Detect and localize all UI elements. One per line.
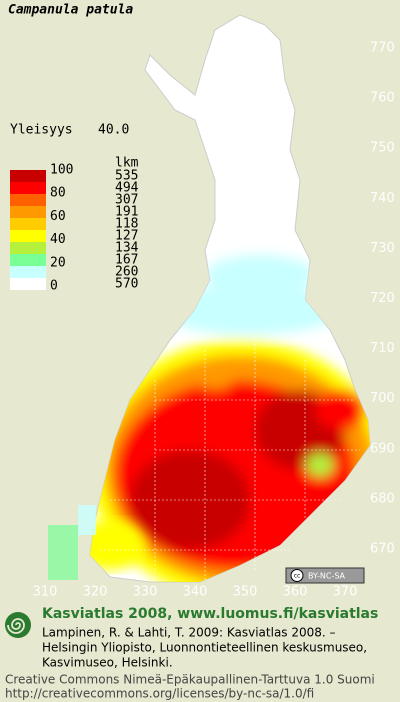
- count-label: 535: [115, 169, 138, 184]
- legend-swatch: [10, 230, 46, 242]
- count-label: 127: [115, 229, 138, 244]
- count-label: 260: [115, 265, 138, 280]
- north-label: 670: [370, 542, 395, 557]
- legend-swatch: [10, 194, 46, 206]
- logo: [5, 612, 31, 638]
- east-label: 330: [133, 585, 158, 600]
- north-label: 720: [370, 291, 395, 306]
- north-label: 700: [370, 391, 395, 406]
- north-label: 770: [370, 41, 395, 56]
- east-label: 310: [33, 585, 58, 600]
- legend-swatch: [10, 206, 46, 218]
- legend-swatch: [10, 266, 46, 278]
- scale-label: 100: [50, 163, 73, 178]
- legend-swatch: [10, 218, 46, 230]
- north-label: 680: [370, 491, 395, 506]
- east-label: 360: [283, 585, 308, 600]
- north-label: 750: [370, 141, 395, 156]
- legend-swatch: [10, 254, 46, 266]
- scale-label: 40: [50, 232, 66, 247]
- commonness-label: Yleisyys: [10, 123, 73, 138]
- east-label: 340: [183, 585, 208, 600]
- north-label: 730: [370, 241, 395, 256]
- legend-swatch: [10, 242, 46, 254]
- count-label: 191: [115, 205, 138, 220]
- reference-line: Helsingin Yliopisto, Luonnontieteellinen…: [42, 641, 367, 655]
- east-label: 350: [233, 585, 258, 600]
- scale-label: 20: [50, 255, 66, 270]
- north-label: 760: [370, 91, 395, 106]
- footer: Lampinen, R. & Lahti, T. 2009: Kasviatla…: [5, 626, 375, 701]
- footer-heading: Kasviatlas 2008, www.luomus.fi/kasviatla…: [42, 606, 378, 622]
- commonness-value: 40.0: [98, 123, 129, 138]
- north-label: 740: [370, 191, 395, 206]
- scale-label: 80: [50, 186, 66, 201]
- north-label: 690: [370, 441, 395, 456]
- svg-text:cc: cc: [294, 573, 301, 580]
- map-labels: 770 760 750 740 730 720 710 700 690 680 670 310 320 3…: [33, 41, 395, 600]
- legend-swatch: [10, 182, 46, 194]
- species-title: Campanula patula: [8, 3, 133, 18]
- islands: [48, 505, 96, 580]
- scale-label: 60: [50, 209, 66, 224]
- grid: [100, 340, 360, 580]
- legend-swatch: [10, 170, 46, 182]
- reference-line: Lampinen, R. & Lahti, T. 2009: Kasviatla…: [42, 626, 336, 640]
- badge-text: BY-NC-SA: [308, 572, 346, 581]
- east-label: 320: [83, 585, 108, 600]
- scale-label: 0: [50, 279, 58, 294]
- count-label: 494: [115, 181, 139, 196]
- cc-badge: cc BY-NC-SA: [285, 567, 365, 584]
- legend-swatch: [10, 278, 46, 290]
- count-label: 167: [115, 253, 138, 268]
- count-label: 570: [115, 277, 138, 292]
- east-label: 370: [333, 585, 358, 600]
- count-label: 134: [115, 241, 139, 256]
- count-label: 118: [115, 217, 138, 232]
- count-label: 307: [115, 193, 138, 208]
- license-line: Creative Commons Nimeä-Epäkaupallinen-Ta…: [5, 673, 375, 687]
- reference-line: Kasvimuseo, Helsinki.: [42, 656, 173, 670]
- count-header: lkm: [115, 156, 139, 171]
- north-label: 710: [370, 341, 395, 356]
- license-line: http://creativecommons.org/licenses/by-n…: [5, 687, 314, 701]
